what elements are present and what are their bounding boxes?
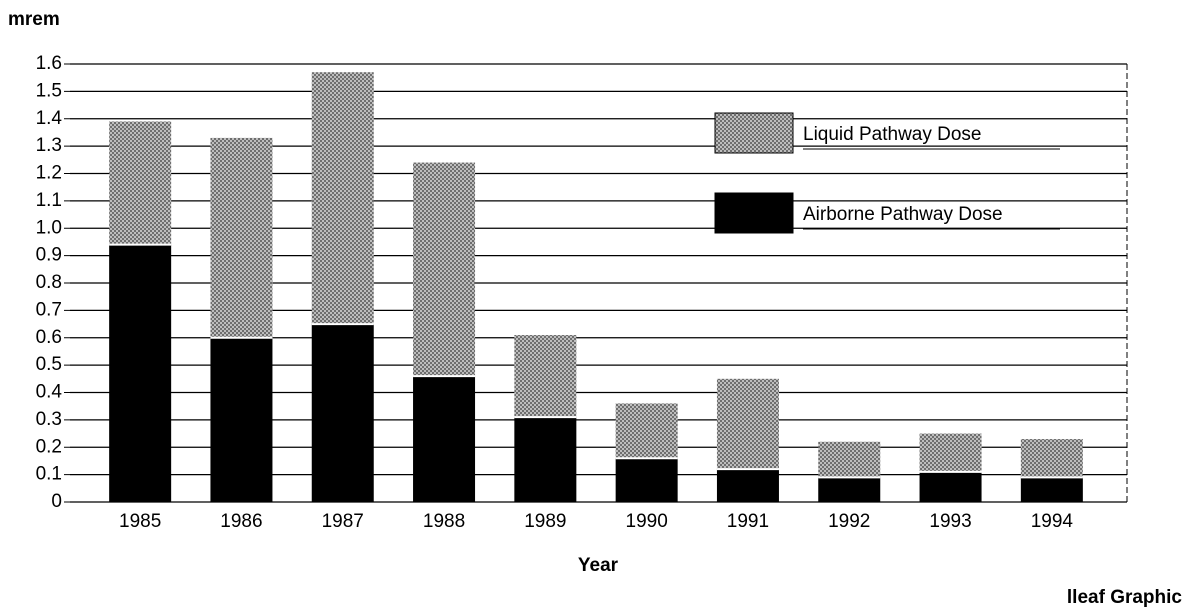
bar-segment: [615, 458, 678, 502]
x-tick-label: 1990: [626, 511, 668, 532]
y-tick-label: 1.3: [36, 135, 62, 156]
x-axis-label: Year: [578, 555, 619, 576]
bar-segment: [210, 137, 273, 338]
legend-label: Airborne Pathway Dose: [803, 204, 1003, 225]
x-tick-label: 1987: [322, 511, 364, 532]
bar-segment: [716, 378, 779, 470]
y-tick-label: 0.4: [36, 382, 63, 403]
y-tick-label: 0.8: [36, 272, 62, 293]
y-tick-label: 0.7: [36, 299, 62, 320]
bar-segment: [311, 324, 374, 502]
legend-label: Liquid Pathway Dose: [803, 124, 982, 145]
y-tick-label: 0.3: [36, 409, 62, 430]
y-tick-label: 0.5: [36, 354, 62, 375]
y-tick-label: 0: [51, 491, 62, 512]
bar-segment: [919, 433, 982, 472]
bar-segment: [311, 72, 374, 325]
y-tick-label: 0.6: [36, 327, 62, 348]
annotation: lleaf Graphic: [1067, 587, 1183, 608]
y-tick-label: 1.2: [36, 163, 62, 184]
y-tick-label: 1.4: [36, 108, 63, 129]
y-axis-label: mrem: [8, 9, 60, 30]
bar-segment: [109, 244, 172, 503]
legend-swatch: [714, 192, 794, 234]
bar-segment: [919, 471, 982, 502]
bar-segment: [210, 337, 273, 502]
x-tick-label: 1988: [423, 511, 465, 532]
bar-segment: [818, 441, 881, 478]
bar-segment: [1020, 477, 1083, 502]
y-tick-label: 0.2: [36, 436, 62, 457]
x-tick-label: 1994: [1031, 511, 1074, 532]
x-tick-label: 1991: [727, 511, 769, 532]
bar-segment: [716, 469, 779, 502]
x-tick-label: 1985: [119, 511, 161, 532]
bar-segment: [514, 335, 577, 418]
y-tick-label: 1.1: [36, 190, 62, 211]
x-tick-label: 1993: [929, 511, 971, 532]
x-tick-label: 1989: [524, 511, 566, 532]
legend-swatch: [714, 112, 794, 154]
bar-segment: [109, 121, 172, 245]
y-tick-label: 1.6: [36, 53, 62, 74]
bar-segment: [615, 403, 678, 459]
y-tick-label: 1.5: [36, 80, 62, 101]
y-tick-label: 0.1: [36, 464, 62, 485]
bar-segment: [514, 417, 577, 502]
bar-segment: [1020, 439, 1083, 478]
bar-segment: [818, 477, 881, 502]
y-tick-label: 0.9: [36, 245, 62, 266]
bar-segment: [413, 376, 476, 502]
y-tick-label: 1.0: [36, 217, 62, 238]
x-tick-label: 1986: [220, 511, 262, 532]
x-tick-label: 1992: [828, 511, 870, 532]
bar-segment: [413, 162, 476, 377]
